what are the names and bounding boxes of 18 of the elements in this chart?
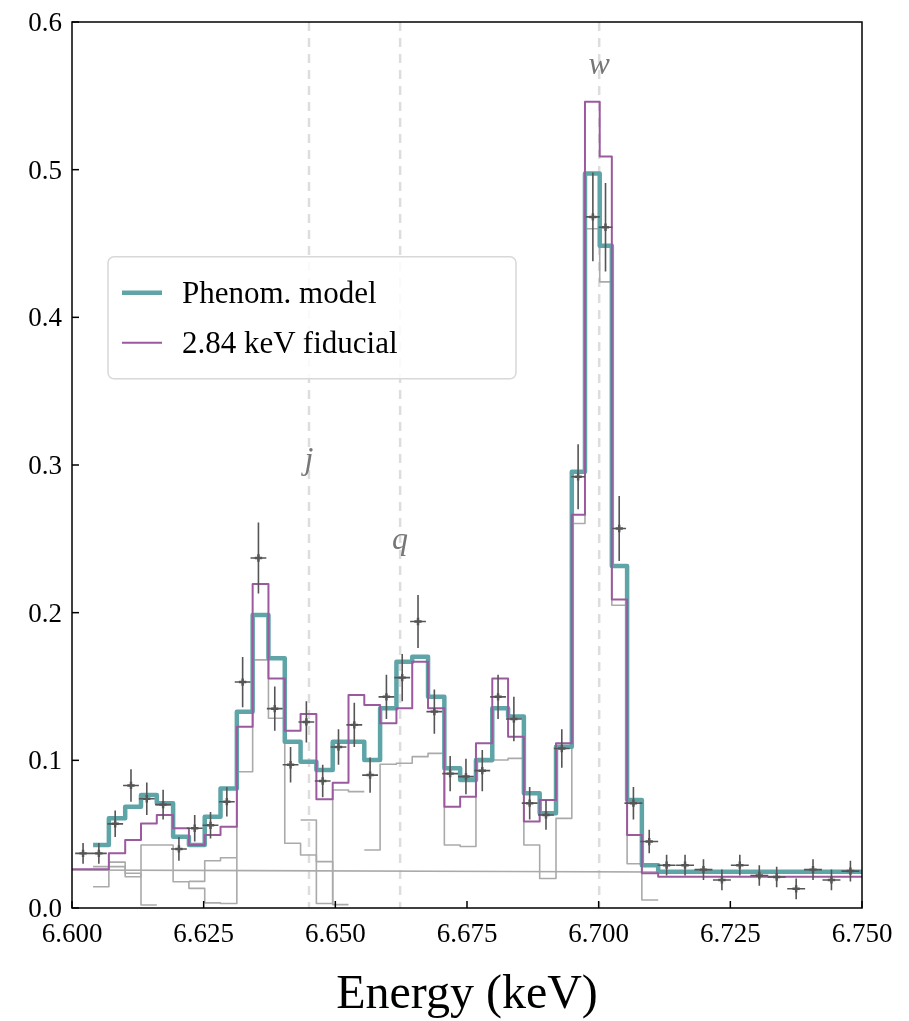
x-tick-label: 6.750: [831, 918, 893, 948]
y-tick-label: 0.3: [28, 450, 62, 480]
x-tick-label: 6.725: [699, 918, 761, 948]
y-tick-label: 0.4: [28, 302, 63, 333]
y-tick-label: 0.2: [28, 597, 62, 628]
y-tick-label: 0.6: [28, 7, 62, 37]
legend-label: 2.84 keV fiducial: [182, 324, 398, 360]
x-tick-label: 6.650: [304, 918, 366, 948]
x-tick-label: 6.625: [173, 918, 235, 948]
y-tick-label: 0.1: [28, 745, 62, 776]
annotation: w: [588, 44, 611, 81]
y-tick-label: 0.5: [28, 154, 62, 185]
annotation: q: [392, 520, 409, 557]
x-tick-label: 6.700: [568, 918, 630, 948]
x-axis-title: Energy (keV): [336, 965, 598, 1019]
legend-label: Phenom. model: [182, 274, 377, 310]
annotation: j: [300, 440, 314, 477]
x-tick-label: 6.675: [436, 918, 498, 948]
